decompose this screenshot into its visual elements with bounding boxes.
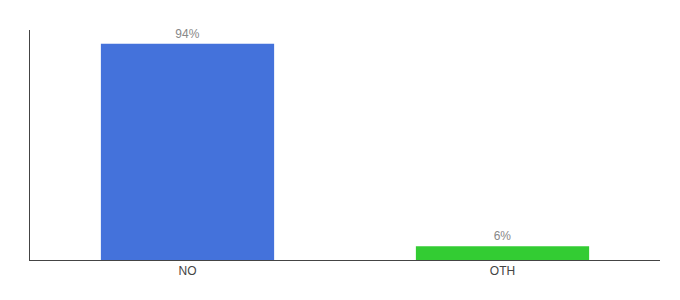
svg-text:NO: NO [179,264,197,278]
svg-text:94%: 94% [175,27,199,41]
svg-text:OTH: OTH [490,264,515,278]
svg-text:6%: 6% [494,229,512,243]
